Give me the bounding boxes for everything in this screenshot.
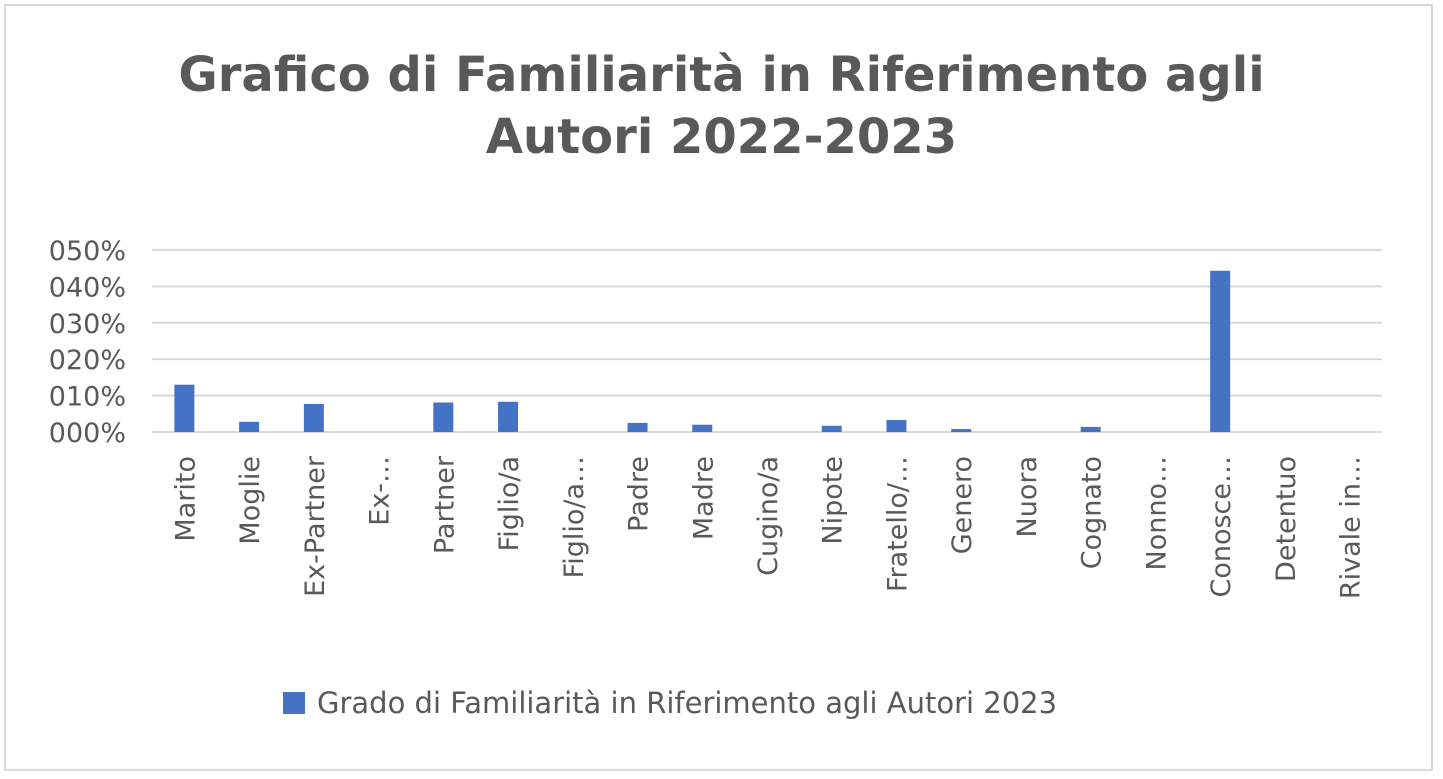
bar [303,403,324,432]
legend-label: Grado di Familiarità in Riferimento agli… [317,686,1058,720]
y-tick-label: 050% [49,236,126,267]
bar [1080,426,1101,432]
legend: Grado di Familiarità in Riferimento agli… [283,683,1057,723]
x-category-label: Cugino/a [753,456,784,576]
x-axis-labels: Marito Moglie Ex-Partner Ex-… Partner Figlio/… [170,455,1366,599]
y-tick-label: 000% [49,418,126,449]
y-tick-label: 040% [49,272,126,303]
chart-title-line-2: Autori 2022-2023 [485,109,958,165]
x-category-label: Madre [688,456,719,540]
x-category-label: Partner [429,455,460,554]
x-category-label: Padre [624,456,655,532]
x-category-label: Genero [947,456,978,554]
x-category-label: Fratello/… [882,456,913,592]
chart-title: Grafico di Familiarità in Riferimento ag… [0,44,1443,168]
x-category-label: Cognato [1077,456,1108,569]
bar [498,401,519,432]
x-category-label: Ex-… [365,456,396,526]
x-category-label: Nuora [1012,456,1043,537]
x-category-label: Nipote [818,456,849,545]
bar [692,424,713,432]
x-category-label: Nonno… [1141,456,1172,570]
bar [821,425,842,432]
x-category-label: Rivale in… [1336,456,1367,599]
y-tick-label: 030% [49,309,126,340]
bar [627,422,648,432]
x-category-label: Moglie [235,456,266,545]
bars [174,270,1231,432]
bar [433,402,454,432]
bar [239,421,260,432]
gridlines [152,249,1382,433]
bar [951,429,972,432]
x-category-label: Figlio/a… [559,456,590,578]
x-category-label: Figlio/a [494,456,525,551]
y-tick-label: 010% [49,382,126,413]
bar [886,419,907,432]
y-axis-ticks: 000% 010% 020% 030% 040% 050% [49,236,126,449]
bar [174,384,195,432]
chart-title-line-1: Grafico di Familiarità in Riferimento ag… [178,47,1265,103]
y-tick-label: 020% [49,345,126,376]
x-category-label: Conosce… [1206,456,1237,598]
x-category-label: Ex-Partner [300,455,331,597]
chart-frame [4,4,1433,771]
x-category-label: Marito [170,456,201,542]
x-category-label: Detentuo [1271,456,1302,582]
bar [1210,270,1231,432]
legend-swatch [283,692,305,714]
